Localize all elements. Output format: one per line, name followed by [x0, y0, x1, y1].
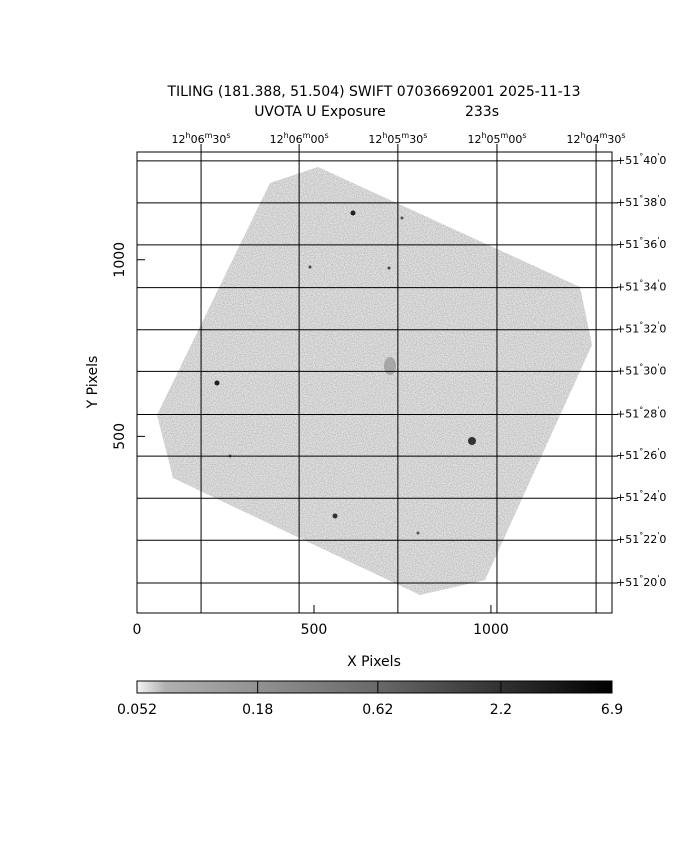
exposure-image [157, 167, 592, 595]
y-tick-label: 1000 [112, 242, 128, 278]
x-tick-label: 500 [301, 622, 328, 638]
plot-frame [136, 151, 613, 614]
dec-tick-label: +51°28'0 [616, 405, 666, 421]
colorbar-tick-label: 2.2 [490, 702, 512, 718]
dec-tick-label: +51°26'0 [616, 447, 666, 463]
dec-tick-label: +51°32'0 [616, 320, 666, 336]
colorbar-tick-label: 0.62 [362, 702, 393, 718]
y-axis-label: Y Pixels [85, 356, 101, 410]
dec-tick-label: +51°36'0 [616, 235, 666, 251]
dec-tick-label: +51°30'0 [616, 362, 666, 378]
ra-tick-label: 12h05m00s [467, 131, 526, 147]
x-tick-label: 0 [133, 622, 142, 638]
colorbar-tick-label: 6.9 [601, 702, 623, 718]
dec-tick-label: +51°24'0 [616, 489, 666, 505]
x-axis-label: X Pixels [347, 654, 401, 670]
chart-title: TILING (181.388, 51.504) SWIFT 070366920… [167, 84, 581, 100]
ra-tick-label: 12h06m00s [270, 131, 329, 147]
ra-tick-label: 12h06m30s [172, 131, 231, 147]
x-tick-label: 1000 [473, 622, 509, 638]
dec-tick-label: +51°22'0 [616, 531, 666, 547]
y-tick-label: 500 [112, 423, 128, 450]
exposure-time: 233s [465, 104, 499, 120]
dec-tick-label: +51°40'0 [616, 151, 666, 167]
ra-tick-label: 12h04m30s [567, 131, 626, 147]
dec-tick-label: +51°20'0 [616, 573, 666, 589]
dec-tick-label: +51°38'0 [616, 193, 666, 209]
colorbar-tick-label: 0.18 [242, 702, 273, 718]
colorbar-tick-label: 0.052 [117, 702, 157, 718]
ra-tick-label: 12h05m30s [368, 131, 427, 147]
dec-tick-label: +51°34'0 [616, 278, 666, 294]
colorbar [136, 680, 613, 694]
chart-subtitle: UVOTA U Exposure [254, 104, 386, 120]
